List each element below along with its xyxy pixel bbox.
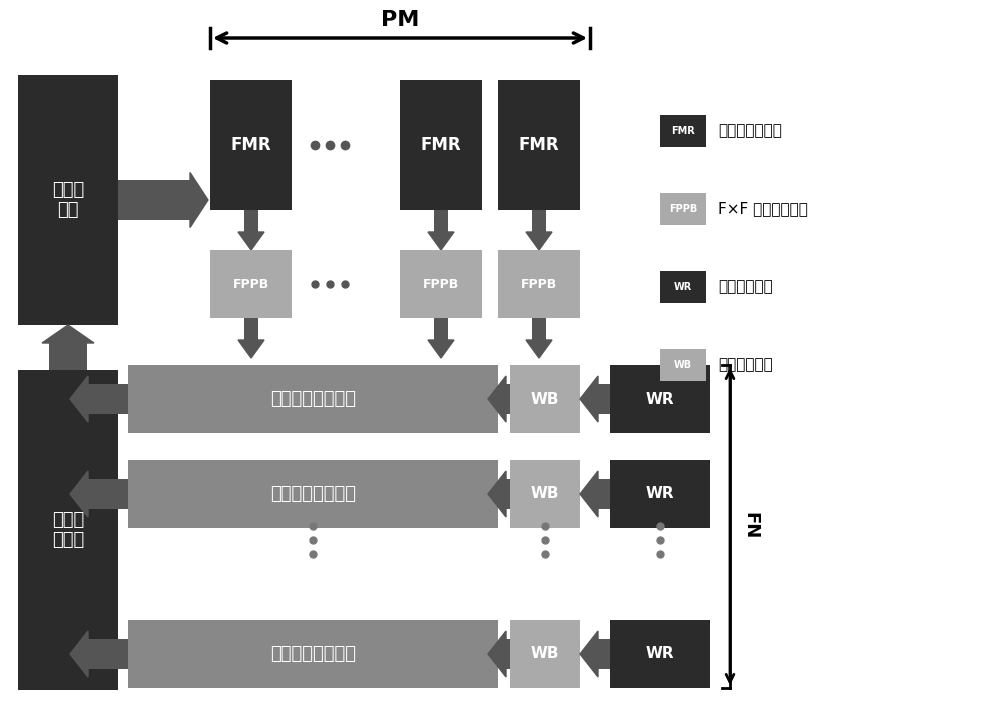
Polygon shape [70,376,88,422]
Text: 特征图
缓存: 特征图 缓存 [52,180,84,219]
Text: FPPB: FPPB [521,278,557,290]
Bar [128,365,498,433]
Bar [506,639,510,669]
Text: FMR: FMR [671,126,695,136]
Polygon shape [580,376,598,422]
Polygon shape [526,232,552,250]
Polygon shape [238,340,264,358]
Text: 特征图存储单元: 特征图存储单元 [718,124,782,139]
Bar [532,318,546,340]
Bar [598,479,610,509]
Text: FPPB: FPPB [423,278,459,290]
Text: FMR: FMR [519,136,559,154]
Bar [660,271,706,303]
Text: FPPB: FPPB [233,278,269,290]
Bar [210,250,292,318]
Text: 权重缓存单元: 权重缓存单元 [718,357,773,372]
Bar [598,639,610,669]
Text: FMR: FMR [421,136,461,154]
Bar [244,318,258,340]
Bar [532,210,546,232]
Text: WB: WB [531,487,559,501]
Bar [506,384,510,414]
Text: 复合卷积处理单元: 复合卷积处理单元 [270,485,356,503]
Text: WB: WB [531,646,559,661]
Bar [660,349,706,381]
Bar [610,620,710,688]
Bar [510,365,580,433]
Polygon shape [70,471,88,517]
Bar [498,80,580,210]
Bar [400,250,482,318]
Text: 数据转
换模块: 数据转 换模块 [52,510,84,549]
Polygon shape [428,340,454,358]
Bar [210,80,292,210]
Text: 复合卷积处理单元: 复合卷积处理单元 [270,390,356,408]
Text: F×F 乒乓缓存单元: F×F 乒乓缓存单元 [718,201,808,216]
Text: WR: WR [646,646,674,661]
Text: WB: WB [674,360,692,370]
Bar [506,479,510,509]
Bar [88,479,128,509]
Polygon shape [428,232,454,250]
Bar [400,80,482,210]
Polygon shape [488,471,506,517]
Bar [434,210,448,232]
Text: WR: WR [646,392,674,406]
Bar [498,250,580,318]
Polygon shape [488,376,506,422]
Text: WB: WB [531,392,559,406]
Text: FN: FN [741,513,759,540]
Text: WR: WR [646,487,674,501]
Polygon shape [580,471,598,517]
Polygon shape [488,631,506,677]
Text: PM: PM [381,10,419,30]
Text: 复合卷积处理单元: 复合卷积处理单元 [270,645,356,663]
Bar [510,460,580,528]
Polygon shape [70,631,88,677]
Bar [128,460,498,528]
Bar [18,75,118,325]
Polygon shape [526,340,552,358]
Bar [660,115,706,147]
Polygon shape [580,631,598,677]
Text: 权重存储单元: 权重存储单元 [718,280,773,295]
Text: WR: WR [674,282,692,292]
Bar [598,384,610,414]
Bar [660,193,706,225]
Bar [18,370,118,690]
Text: FMR: FMR [231,136,271,154]
Bar [434,318,448,340]
Bar [510,620,580,688]
Bar [88,639,128,669]
Polygon shape [42,325,94,343]
Bar [128,620,498,688]
Bar [610,365,710,433]
Bar [610,460,710,528]
Bar [49,343,87,370]
Bar [118,180,190,220]
Bar [88,384,128,414]
Bar [244,210,258,232]
Polygon shape [238,232,264,250]
Polygon shape [190,173,208,227]
Text: FPPB: FPPB [669,204,697,214]
